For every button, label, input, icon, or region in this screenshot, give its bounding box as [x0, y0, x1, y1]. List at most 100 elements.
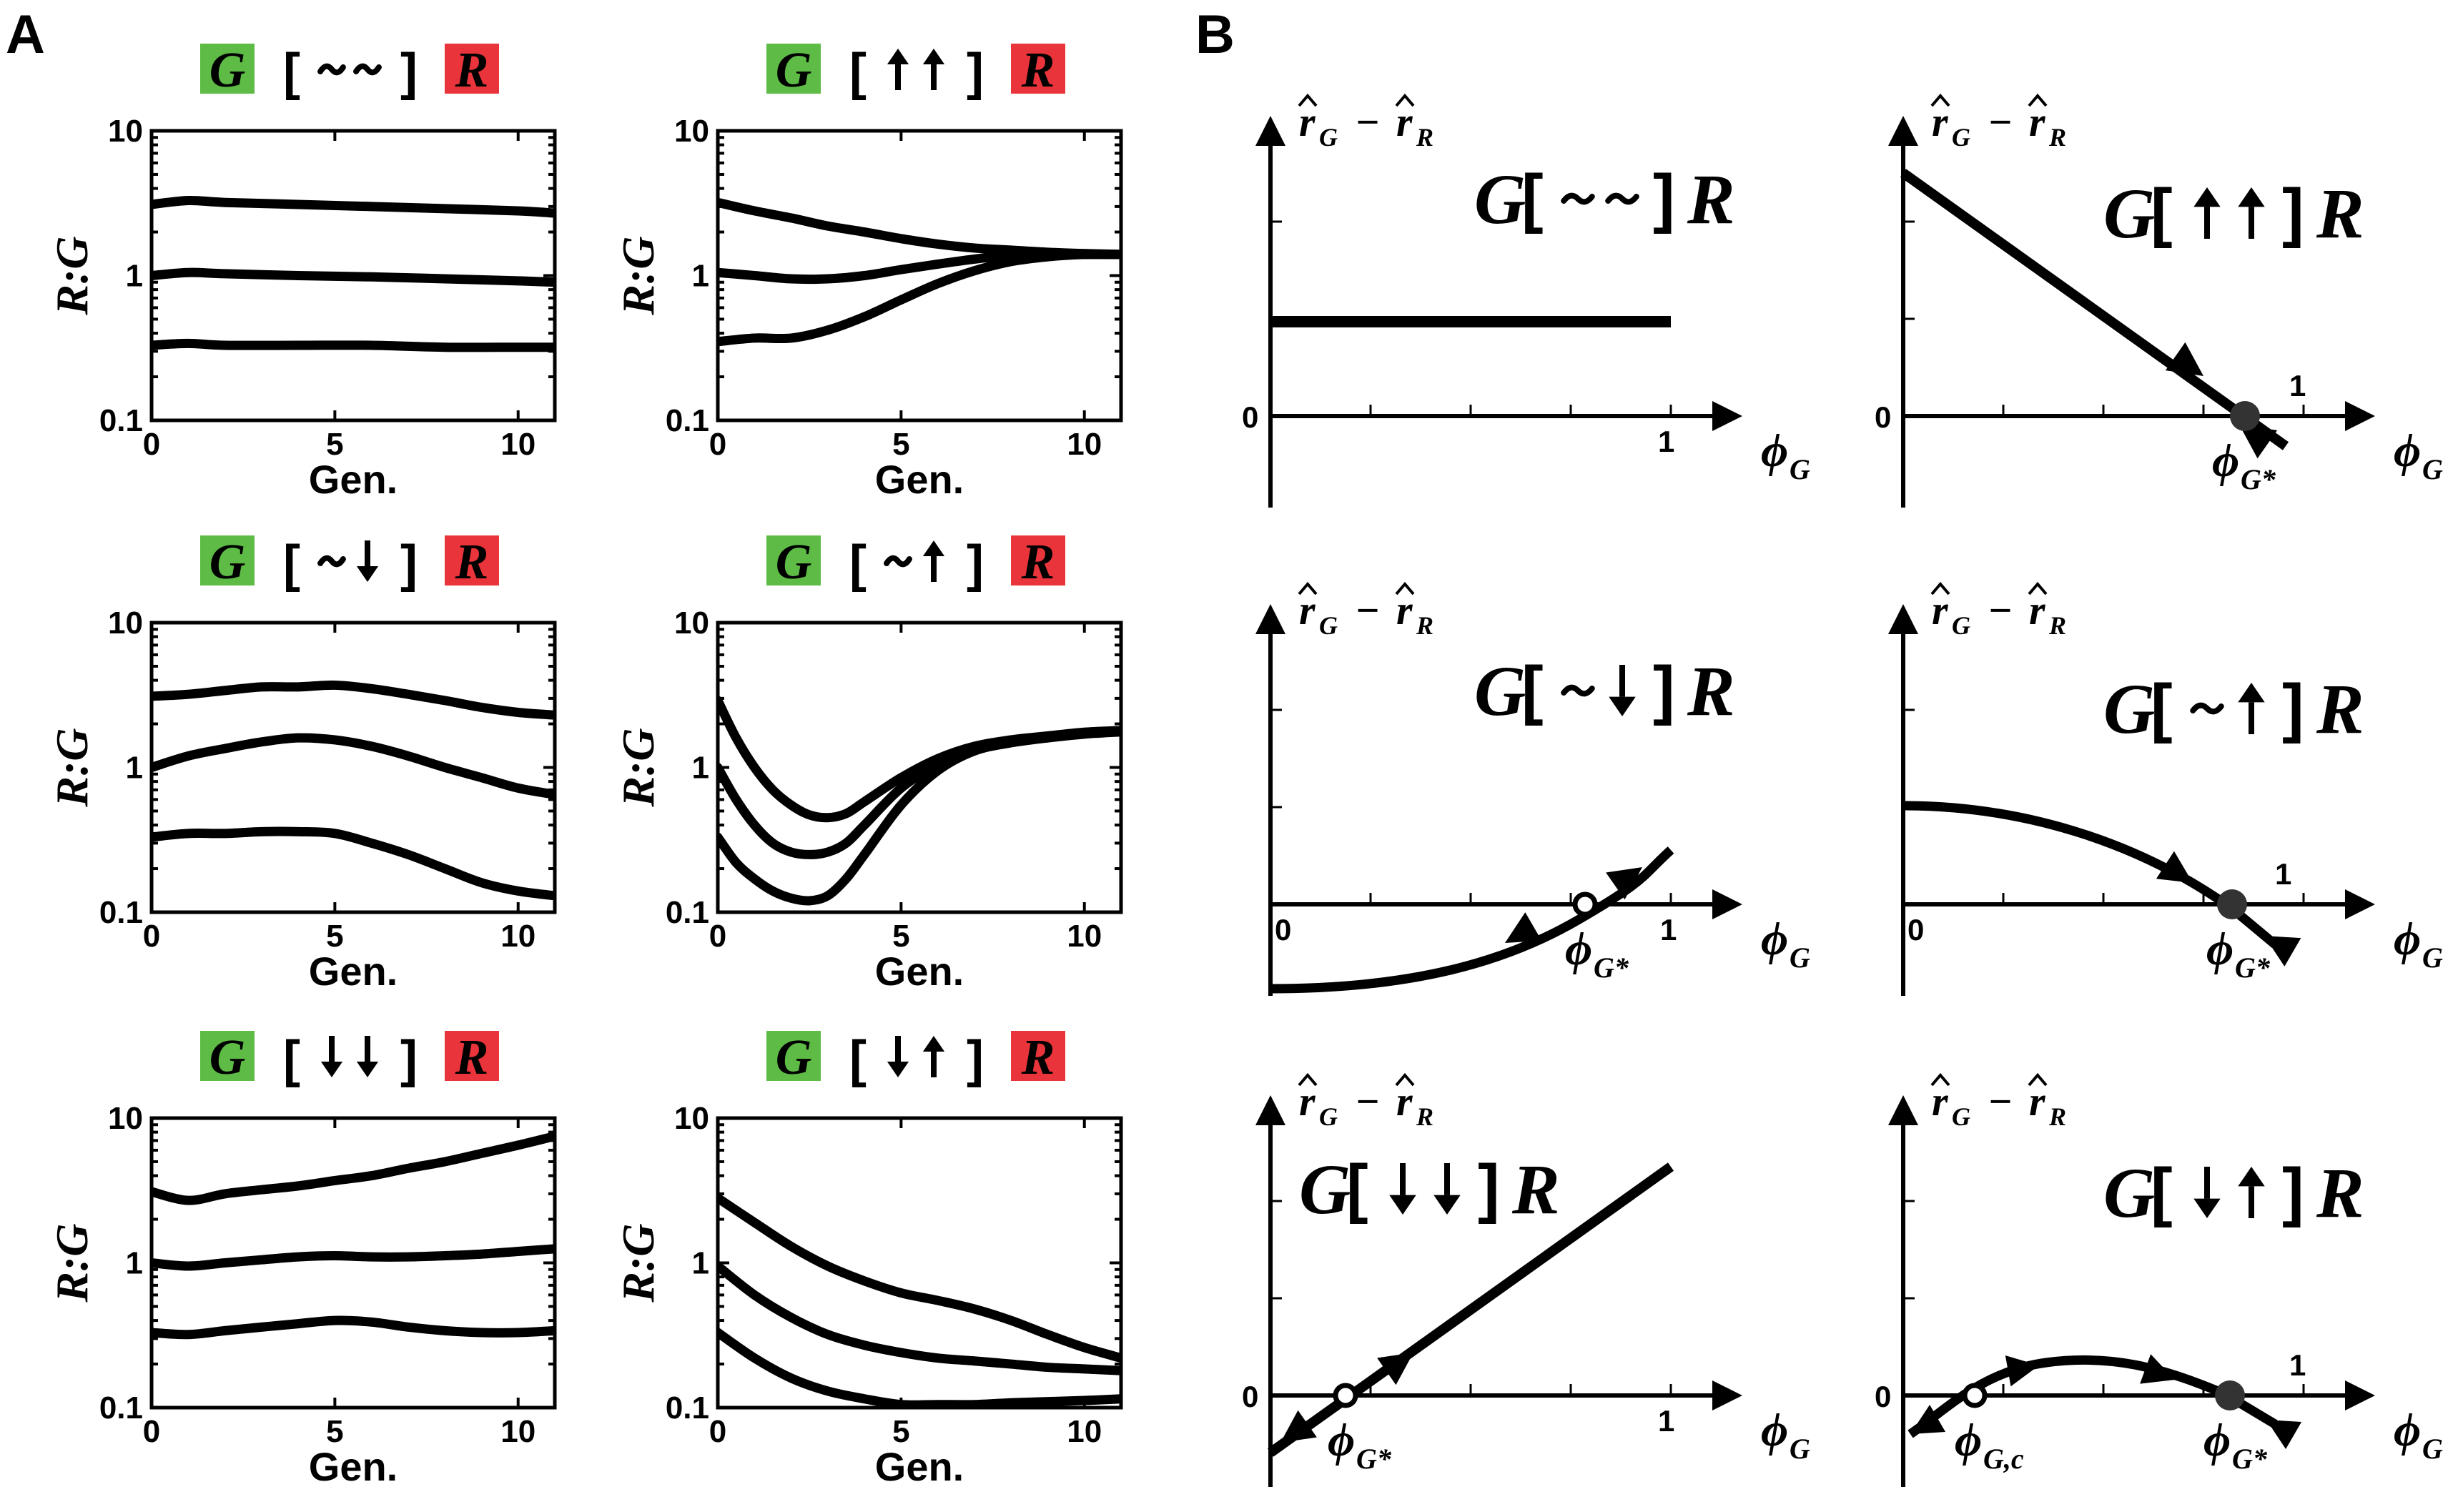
bracket-open: [	[283, 535, 300, 593]
x-label-phi: ϕ	[2394, 913, 2421, 965]
panel-a-plot-uu: G [] R 10 1 0.10 5 10 Gen. R:G	[613, 43, 1123, 502]
flow-arrow-icon	[1505, 912, 1542, 943]
title-bracket-close: ]	[2282, 176, 2304, 249]
y-label-sub-g: G	[1319, 611, 1338, 640]
title-bracket-open: [	[2151, 1155, 2173, 1228]
title-r: R	[1687, 651, 1735, 731]
y-label-sub-r: R	[2048, 611, 2066, 640]
x-label-sub: G	[1790, 1433, 1810, 1465]
hat-icon	[1395, 1072, 1415, 1087]
flow-arrow-icon	[2165, 342, 2203, 376]
panel-a-plot-dd: G [] R 10 1 0.10 5 10 Gen. R:G	[46, 1030, 557, 1489]
bracket-close: ]	[400, 1031, 418, 1088]
title-arrow-icon	[1561, 192, 1595, 205]
y-label-sub-r: R	[1416, 1102, 1433, 1131]
y-tick-label: 10	[108, 1101, 143, 1136]
arrow-icon	[922, 49, 945, 65]
strain-g-label: G	[209, 535, 246, 590]
x-tick-label: 10	[500, 1414, 535, 1449]
y-tick-label: 10	[108, 606, 143, 641]
zero-label: 0	[1907, 913, 1924, 947]
y-axis-label: R:G	[46, 728, 97, 807]
series-line	[718, 696, 1121, 823]
y-axis-label: R:G	[613, 728, 663, 807]
phi-star-sub: G,c	[1983, 1443, 2024, 1475]
x-tick-label: 10	[500, 919, 535, 954]
unstable-fixed-point	[1962, 1383, 1988, 1408]
y-tick-label: 0.1	[666, 403, 709, 438]
x-label-sub: G	[2422, 453, 2443, 485]
zero-label: 0	[1875, 1380, 1891, 1413]
title-g: G	[2103, 174, 2155, 253]
panel-b-plot-dd: r G − r Rϕ G0G[] R1ϕ G*	[1242, 1072, 1810, 1487]
y-tick-label: 1	[692, 751, 709, 786]
y-label-r-hat: r	[1396, 99, 1413, 145]
title-r: R	[1687, 159, 1735, 239]
series-line	[152, 267, 555, 287]
phi-star-label: ϕ	[2212, 435, 2239, 487]
panel-b-plot-nn: r G − r Rϕ G0G[] R1	[1242, 93, 1810, 508]
y-tick-label: 10	[674, 606, 709, 641]
y-axis-label: R:G	[46, 1223, 97, 1303]
title-g: G	[2103, 669, 2155, 748]
x-label-sub: G	[2422, 942, 2443, 974]
strain-r-label: R	[455, 43, 489, 98]
red-strain-box	[1011, 1031, 1065, 1081]
arrow-icon	[356, 1061, 379, 1077]
x-axis-arrow-icon	[2345, 889, 2375, 919]
x-tick-label: 0	[143, 427, 160, 462]
rate-difference-curve	[1907, 1355, 2278, 1438]
one-label: 1	[1658, 1404, 1674, 1438]
flow-arrow-icon	[2140, 1354, 2175, 1384]
y-label-sub-r: R	[1416, 123, 1433, 152]
x-label-sub: G	[1790, 453, 1810, 485]
title-r: R	[2316, 1153, 2364, 1232]
title-arrow-icon	[1605, 192, 1639, 205]
panel-b-letter: B	[1195, 4, 1235, 65]
flow-arrow-icon	[1280, 1410, 1317, 1443]
flow-arrow-icon	[2005, 1355, 2039, 1387]
hat-icon	[2028, 93, 2048, 107]
stable-fixed-point	[2217, 889, 2247, 919]
x-tick-label: 10	[1067, 1414, 1102, 1449]
hat-icon	[1298, 581, 1318, 596]
bracket-open: [	[283, 1031, 300, 1088]
panel-b-plot-du: r G − r Rϕ G0G[] R1ϕ G,c ϕ G*	[1875, 1072, 2443, 1487]
one-label: 1	[2275, 857, 2291, 891]
flow-arrow-icon	[2266, 1420, 2302, 1450]
red-strain-box	[1011, 535, 1065, 585]
title-r: R	[2316, 669, 2364, 748]
y-label-sub-r: R	[2048, 1102, 2066, 1131]
y-label-minus: −	[1355, 587, 1380, 633]
y-label-r-hat: r	[1396, 587, 1413, 633]
x-tick-label: 10	[1067, 427, 1102, 462]
strain-g-label: G	[209, 43, 246, 98]
series-line	[718, 197, 1121, 260]
y-label-sub-g: G	[1952, 611, 1970, 640]
x-tick-label: 5	[892, 919, 909, 954]
bracket-close: ]	[967, 1031, 984, 1088]
one-label: 1	[2289, 369, 2306, 402]
x-tick-label: 0	[143, 919, 160, 954]
y-label-r-hat: r	[2029, 99, 2045, 145]
x-axis-label: Gen.	[875, 457, 964, 502]
hat-icon	[1930, 93, 1950, 107]
y-label-r-hat: r	[2029, 1078, 2045, 1125]
bracket-open: [	[849, 44, 867, 101]
y-label-sub-r: R	[2048, 123, 2066, 152]
title-arrow-icon	[2193, 187, 2221, 207]
title-arrow-icon	[2193, 1198, 2221, 1218]
zero-label: 0	[1242, 400, 1258, 434]
green-strain-box	[200, 535, 255, 585]
series-line	[152, 338, 555, 352]
arrow-icon	[922, 540, 945, 557]
x-axis-label: Gen.	[309, 1444, 398, 1489]
title-arrow-icon	[1609, 696, 1636, 716]
hat-icon	[1298, 1072, 1318, 1087]
x-tick-label: 5	[892, 427, 909, 462]
strain-r-label: R	[455, 535, 489, 590]
title-arrow-icon	[1433, 1195, 1461, 1215]
y-tick-label: 1	[126, 1246, 143, 1281]
series-line	[152, 1244, 555, 1271]
